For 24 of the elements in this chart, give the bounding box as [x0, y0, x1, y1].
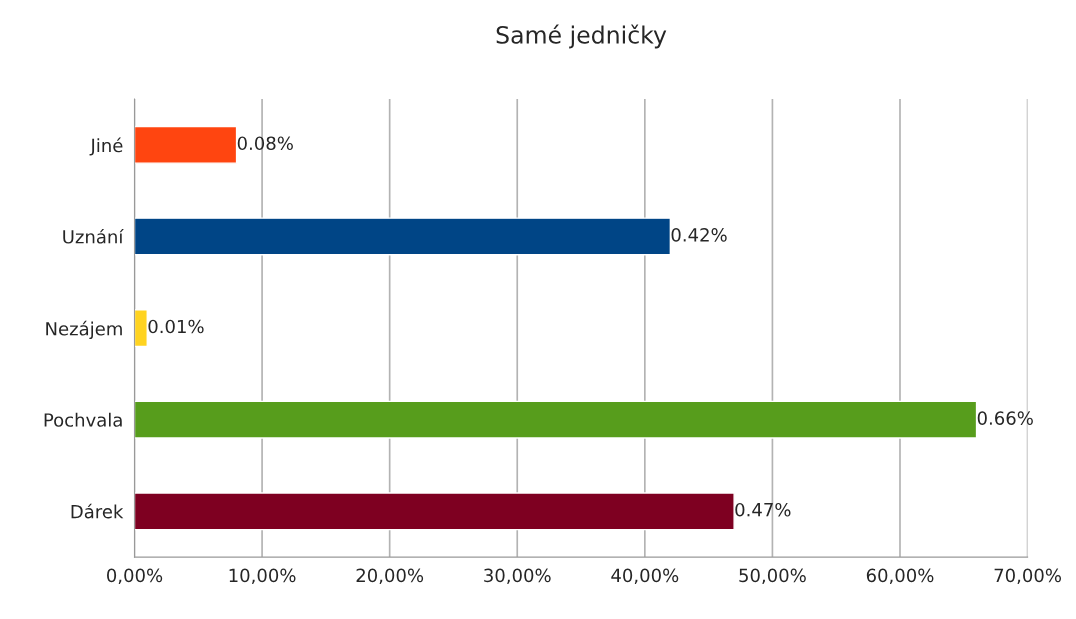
- y-tick-label: Pochvala: [44, 412, 122, 427]
- bar: [134, 492, 735, 531]
- data-label: 0.01%: [148, 319, 204, 334]
- y-tick-label: Uznání: [63, 228, 124, 244]
- y-tick-label: Dárek: [71, 503, 124, 519]
- bar: [134, 400, 978, 439]
- x-tick-label: 50,00%: [739, 568, 806, 585]
- x-tick-label: 40,00%: [611, 568, 679, 585]
- y-tick-label: Nezájem: [46, 320, 122, 340]
- chart-title: Samé jedničky: [496, 24, 667, 49]
- y-tick-label: Jiné: [89, 137, 123, 156]
- data-label: 0.47%: [735, 502, 791, 517]
- x-tick-label: 20,00%: [356, 568, 424, 585]
- x-tick-label: 0,00%: [107, 568, 163, 585]
- x-tick-label: 60,00%: [866, 568, 934, 585]
- data-label: 0.08%: [237, 136, 293, 151]
- x-tick-label: 70,00%: [994, 568, 1062, 585]
- x-tick-label: 10,00%: [229, 568, 296, 585]
- data-label: 0.66%: [977, 411, 1033, 425]
- bar: [134, 217, 672, 256]
- x-tick-label: 30,00%: [484, 568, 551, 585]
- bar: [134, 125, 238, 164]
- bar: [134, 309, 148, 348]
- data-label: 0.42%: [671, 228, 727, 242]
